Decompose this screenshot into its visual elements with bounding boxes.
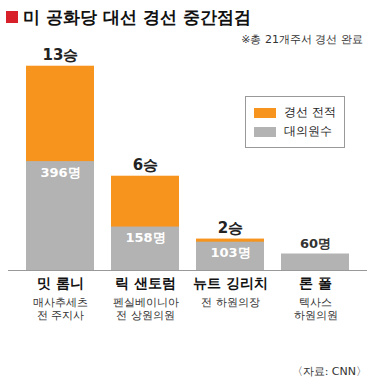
- svg-text:13승: 13승: [43, 46, 79, 64]
- svg-text:2승: 2승: [218, 219, 243, 237]
- svg-text:60명: 60명: [300, 236, 331, 251]
- svg-text:릭 샌토럼: 릭 샌토럼: [115, 275, 176, 291]
- svg-text:펜실베이니아전 상원의원: 펜실베이니아전 상원의원: [113, 296, 179, 322]
- html-text:〈자료: CNN〉: 〈자료: CNN〉: [291, 365, 367, 378]
- html-text:경선 전적: 경선 전적: [284, 105, 336, 119]
- svg-text:론 폴: 론 폴: [299, 275, 332, 291]
- svg-text:텍사스하원의원: 텍사스하원의원: [294, 296, 338, 322]
- svg-text:6승: 6승: [133, 156, 158, 174]
- html-text:대의원수: 대의원수: [284, 124, 333, 138]
- svg-text:전 하원의장: 전 하원의장: [201, 296, 260, 309]
- svg-text:103명: 103명: [210, 245, 250, 260]
- svg-text:매사추세츠전 주지사: 매사추세츠전 주지사: [33, 296, 88, 322]
- svg-text:밋 롬니: 밋 롬니: [37, 275, 84, 291]
- html-text:※총 21개주서 경선 완료: ※총 21개주서 경선 완료: [241, 33, 363, 46]
- svg-text:뉴트 깅리치: 뉴트 깅리치: [193, 275, 268, 291]
- svg-text:158명: 158명: [125, 230, 165, 245]
- html-text:미 공화당 대선 경선 중간점검: 미 공화당 대선 경선 중간점검: [23, 7, 251, 27]
- svg-text:396명: 396명: [40, 165, 80, 180]
